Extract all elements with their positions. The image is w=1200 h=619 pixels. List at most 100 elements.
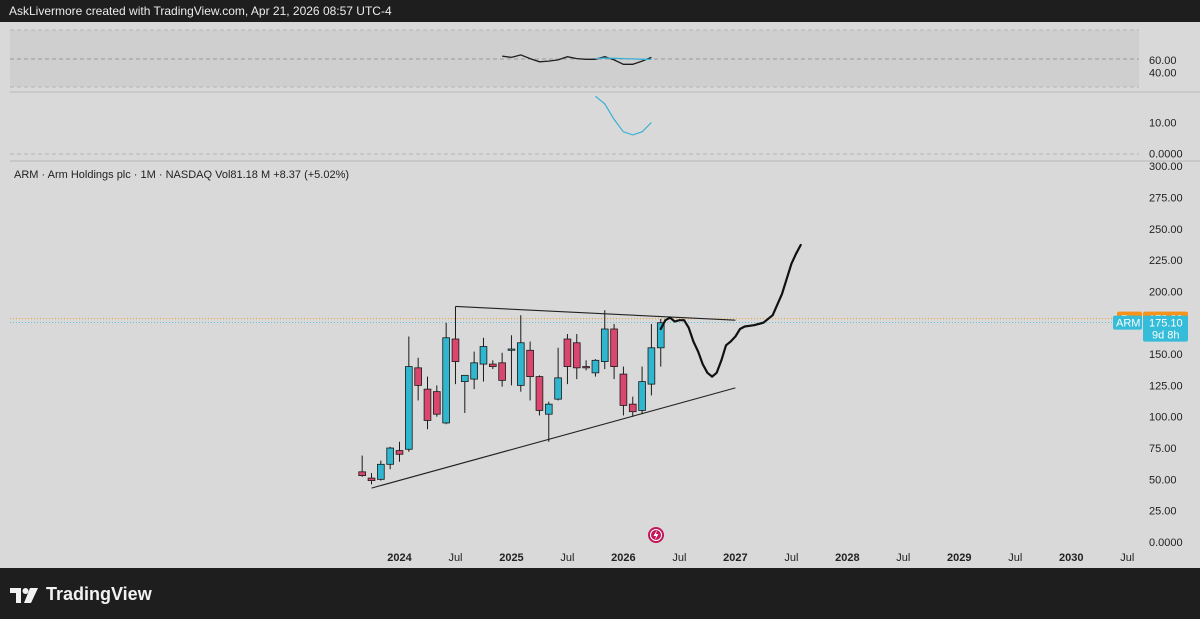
candle [619,366,628,416]
candle-body [498,362,506,381]
candle-body [647,347,656,385]
attribution-bar: AskLivermore created with TradingView.co… [0,0,1200,22]
candle [479,337,488,382]
rsi-line [502,54,652,65]
candle-body [442,337,450,424]
candle [563,334,572,385]
price-tick-label: 150.00 [1149,349,1183,361]
trendline [371,387,736,489]
time-tick-label: 2027 [723,552,747,564]
candle [377,460,385,481]
candle-body [554,377,562,400]
candle-body [405,366,413,450]
candle [628,396,637,417]
price-tick-label: 75.00 [1149,443,1177,455]
time-tick-label: Jul [448,552,462,564]
candle [498,352,506,387]
price-tick-label: 300.00 [1149,161,1183,173]
candle [544,401,553,442]
candle-body [451,338,460,362]
candle [405,336,413,452]
tradingview-logo[interactable]: TradingView [10,584,152,605]
candle-body [367,477,376,482]
footer-bar: TradingView [0,568,1200,619]
candle-body [535,376,544,411]
attribution-text: AskLivermore created with TradingView.co… [9,4,392,18]
candle [610,323,618,380]
candle-body [358,471,366,476]
candle-body [414,367,422,386]
candle-body [610,328,618,367]
candle [367,473,376,485]
time-tick-label: 2029 [947,552,971,564]
price-tick-label: 250.00 [1149,224,1183,236]
price-tick-label: 0.0000 [1149,537,1183,549]
price-tick-label: 25.00 [1149,506,1177,518]
candle [647,323,656,396]
price-tick-label: 275.00 [1149,192,1183,204]
price-tick-label: 225.00 [1149,255,1183,267]
candle [386,446,394,470]
candle-body [582,366,590,369]
candle-body [628,403,637,413]
candle [414,357,422,401]
time-tick-label: Jul [896,552,910,564]
rsi-ma-line [595,57,652,60]
candle [638,366,646,415]
last-value-text: 175.10 [1149,318,1183,330]
chart-area[interactable]: 60.00 40.00 10.00 0.0000 300.00 275.00 250.00 2… [0,22,1200,568]
candle-body [516,342,525,386]
candle [488,360,497,370]
candle-body [377,463,385,480]
candle-body [600,328,609,362]
candle [600,310,609,370]
candle-body [470,362,478,380]
time-tick-label: Jul [560,552,574,564]
candle [507,335,516,386]
osc-tick-label: 0.0000 [1149,149,1183,161]
time-tick-label: 2026 [611,552,635,564]
time-tick-label: 2030 [1059,552,1083,564]
candle [470,351,478,390]
candle-body [544,403,553,415]
candle-body [386,447,394,465]
osc-tick-label: 10.00 [1149,118,1177,130]
candle-body [526,349,534,378]
symbol-text: ARM [1116,318,1140,330]
candle-body [563,338,572,367]
rsi-tick-label: 60.00 [1149,55,1177,67]
candle-body [488,363,497,367]
price-tick-label: 50.00 [1149,474,1177,486]
earnings-event-icon [648,527,664,543]
projection-path [659,243,802,378]
time-tick-label: Jul [672,552,686,564]
time-tick-label: Jul [784,552,798,564]
candle [433,385,441,417]
trendline [455,305,736,321]
candle-body [656,322,665,349]
last-value-tag [1143,315,1188,342]
candle [535,375,544,416]
candle-body [461,374,469,383]
candle-body [619,373,628,406]
symbol-tag [1113,315,1142,330]
candle-body [395,450,404,455]
tradingview-brand: TradingView [46,584,152,604]
countdown-text: 9d 8h [1152,330,1180,342]
candle-body [423,388,432,421]
time-tick-label: 2024 [387,552,412,564]
candle-body [507,348,516,351]
time-tick-label: Jul [1008,552,1022,564]
candle-body [433,391,441,415]
candle [526,341,534,401]
price-tick-label: 200.00 [1149,286,1183,298]
time-tick-label: 2025 [499,552,523,564]
chart-svg[interactable]: 60.0040.0010.000.0000300.00275.00250.002… [0,22,1200,568]
candle-body [479,346,488,365]
candle [572,334,581,380]
chart-legend: ARM · Arm Holdings plc · 1M · NASDAQ Vol… [14,169,349,181]
candle [461,374,469,413]
candle [395,441,404,462]
rsi-tick-label: 40.00 [1149,67,1177,79]
candle-body [591,359,600,374]
